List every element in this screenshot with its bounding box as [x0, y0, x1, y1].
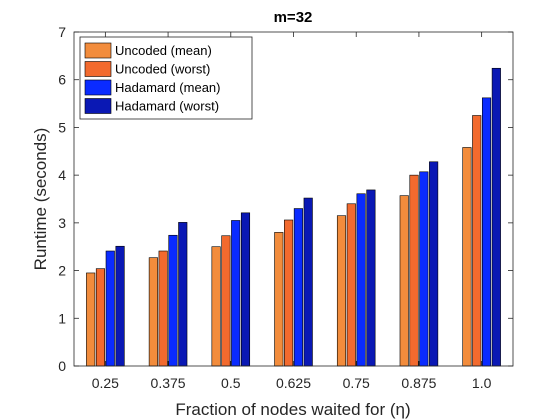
x-axis-label: Fraction of nodes waited for (η) [175, 400, 410, 419]
x-tick-label: 0.25 [92, 375, 119, 391]
bar-4-5 [366, 189, 376, 367]
y-tick-label: 0 [58, 358, 66, 374]
y-tick-label: 2 [58, 263, 66, 279]
bar-3-2 [168, 234, 178, 367]
bar-2-1 [95, 268, 106, 367]
bar-3-5 [356, 193, 366, 367]
bar-4-7 [491, 67, 501, 367]
bar-3-1 [105, 250, 115, 367]
bar-3-6 [419, 171, 429, 367]
bar-1-6 [399, 195, 409, 367]
legend-swatch [84, 79, 112, 96]
y-tick-label: 6 [58, 72, 66, 88]
bar-3-3 [231, 220, 241, 367]
bar-1-5 [336, 215, 347, 367]
bar-2-3 [221, 235, 231, 367]
bar-3-7 [481, 97, 492, 367]
chart-title: m=32 [274, 9, 313, 26]
bar-4-6 [429, 161, 439, 367]
y-tick-label: 4 [58, 167, 66, 183]
y-tick-label: 1 [58, 310, 66, 326]
bar-2-4 [284, 219, 294, 367]
x-tick-label: 0.75 [343, 375, 370, 391]
bar-1-2 [148, 257, 158, 367]
bar-4-1 [115, 245, 125, 367]
bar-2-2 [158, 250, 168, 367]
bar-3-4 [293, 208, 303, 367]
legend: Uncoded (mean) Uncoded (worst) Hadamard (m… [79, 36, 253, 120]
bar-1-3 [211, 246, 221, 367]
bar-2-7 [472, 115, 482, 367]
bar-2-5 [346, 203, 356, 367]
x-tick-label: 0.875 [401, 375, 436, 391]
legend-label: Uncoded (mean) [115, 43, 212, 58]
legend-label: Uncoded (worst) [115, 62, 210, 77]
legend-swatch [84, 61, 112, 77]
legend-swatch [84, 98, 112, 114]
y-tick-label: 5 [58, 119, 66, 135]
y-tick-label: 3 [58, 215, 66, 231]
bar-1-1 [86, 272, 96, 367]
bar-1-7 [462, 147, 472, 367]
legend-label: Hadamard (worst) [115, 99, 219, 114]
legend-swatch [84, 42, 112, 59]
bar-2-6 [409, 174, 419, 367]
x-tick-label: 1.0 [472, 375, 492, 391]
y-tick-label: 7 [58, 24, 66, 40]
bar-4-4 [303, 197, 313, 367]
x-tick-label: 0.625 [276, 375, 311, 391]
bar-1-4 [274, 232, 284, 367]
legend-label: Hadamard (mean) [115, 80, 221, 95]
axes-group: 0 1 2 3 4 5 6 7 0.25 0.375 0.5 0.625 0.75 0.875 1.0 [58, 24, 514, 391]
x-tick-label: 0.5 [221, 375, 241, 391]
bar-4-3 [240, 212, 251, 367]
x-tick-label: 0.375 [151, 375, 186, 391]
y-axis-label: Runtime (seconds) [31, 128, 50, 271]
bar-4-2 [178, 222, 188, 367]
